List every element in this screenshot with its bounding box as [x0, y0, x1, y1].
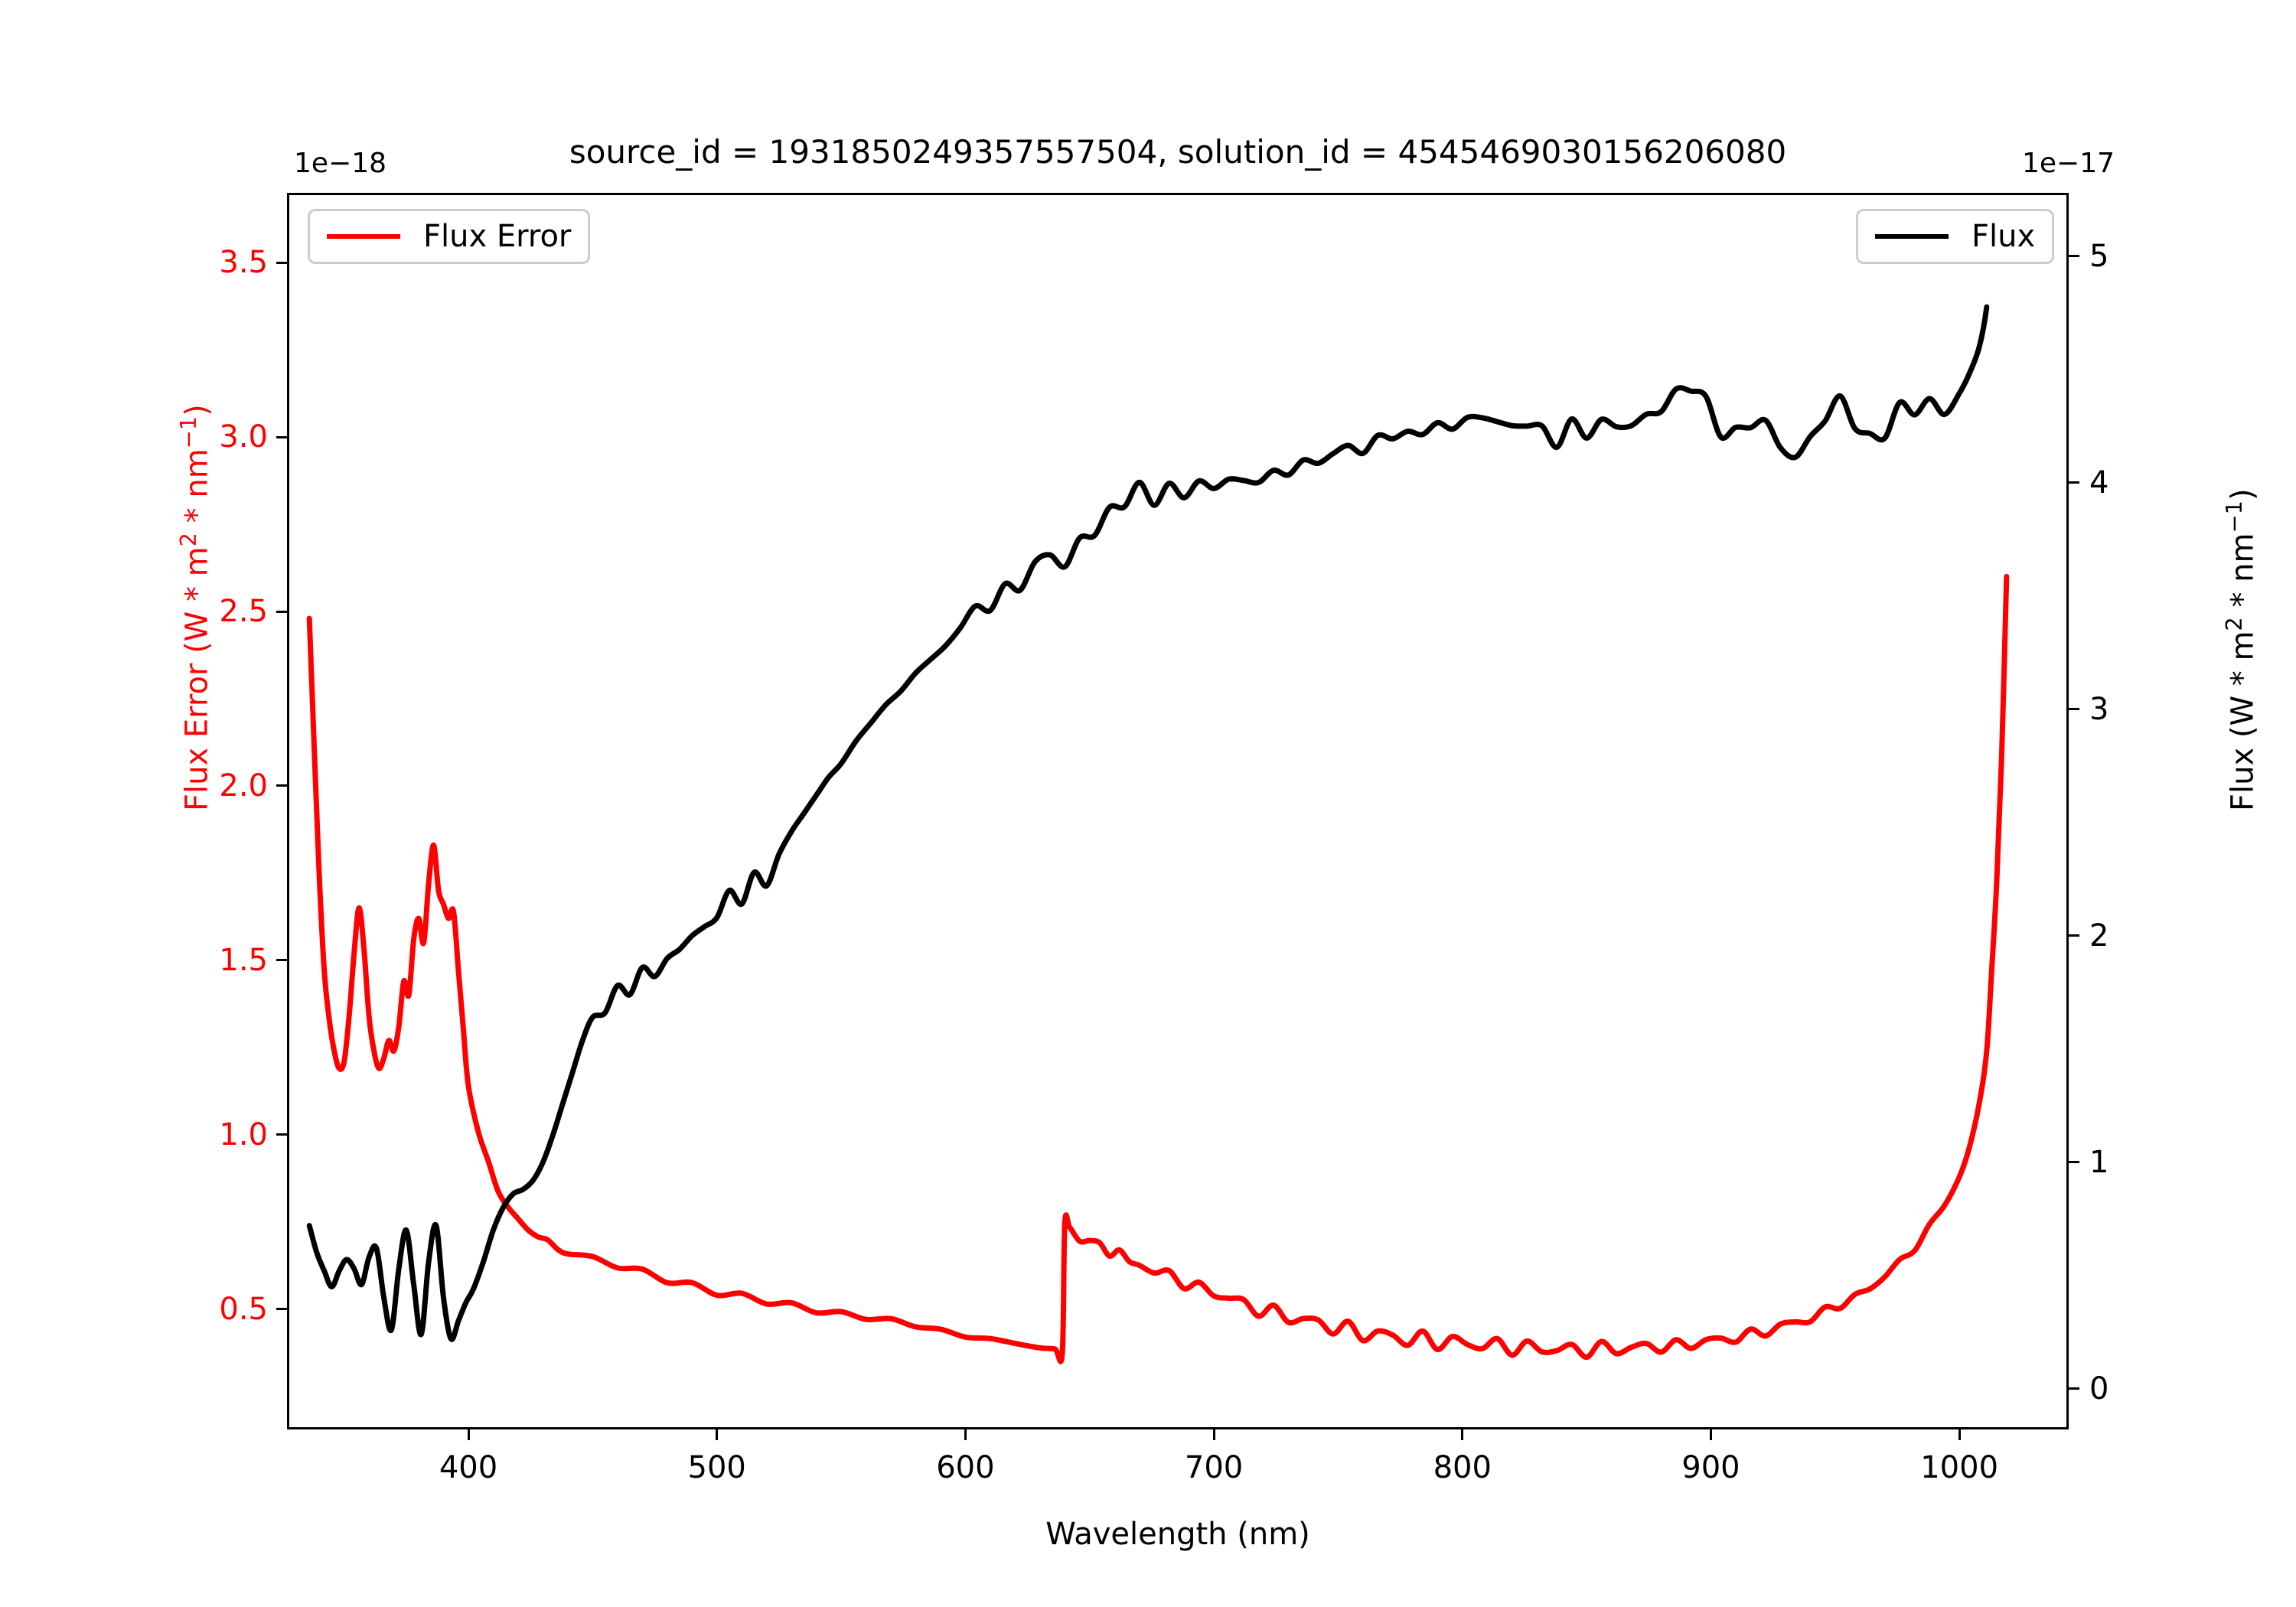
x-tick-label: 600 — [936, 1450, 995, 1485]
right-tick-mark — [2069, 481, 2079, 484]
legend-line-icon-flux — [1875, 234, 1949, 239]
left-tick-mark — [276, 784, 287, 787]
right-axis-label-sup: −1 — [2221, 500, 2247, 533]
right-tick-label: 1 — [2089, 1144, 2109, 1180]
x-tick-label: 400 — [439, 1450, 498, 1485]
right-tick-mark — [2069, 934, 2079, 937]
left-tick-mark — [276, 959, 287, 962]
plot-area — [306, 304, 2010, 1364]
left-tick-label: 3.5 — [219, 245, 268, 281]
left-tick-label: 2.5 — [219, 594, 268, 630]
axes-frame — [287, 193, 2069, 1429]
left-tick-label: 1.0 — [219, 1116, 268, 1152]
x-tick-mark — [716, 1429, 719, 1440]
right-axis-offset-label: 1e−17 — [2022, 148, 2115, 179]
x-tick-mark — [1709, 1429, 1712, 1440]
left-axis-label-prefix: Flux Error (W * m — [179, 546, 215, 811]
right-y-axis-label: Flux (W * m2 * nm−1) — [2221, 488, 2261, 811]
right-tick-label: 5 — [2089, 238, 2109, 274]
x-tick-label: 900 — [1681, 1450, 1740, 1485]
legend-flux[interactable]: Flux — [1856, 209, 2055, 264]
left-tick-label: 1.5 — [219, 942, 268, 978]
right-axis-label-prefix: Flux (W * m — [2225, 631, 2261, 811]
x-axis-label: Wavelength (nm) — [1045, 1517, 1310, 1552]
left-axis-offset-label: 1e−18 — [294, 148, 387, 179]
x-tick-label: 700 — [1184, 1450, 1244, 1485]
left-tick-mark — [276, 1308, 287, 1311]
legend-flux-error[interactable]: Flux Error — [308, 209, 591, 264]
left-axis-label-mid2: * nm — [179, 448, 215, 533]
right-tick-label: 0 — [2089, 1371, 2109, 1407]
left-y-axis-label: Flux Error (W * m2 * nm−1) — [175, 404, 215, 811]
x-tick-mark — [1461, 1429, 1464, 1440]
left-tick-mark — [276, 1133, 287, 1136]
x-tick-mark — [467, 1429, 470, 1440]
right-axis-label-exp: 2 — [2221, 617, 2247, 631]
x-tick-label: 500 — [687, 1450, 746, 1485]
legend-label-flux-error: Flux Error — [423, 219, 572, 254]
left-tick-label: 2.0 — [219, 768, 268, 804]
x-tick-mark — [1212, 1429, 1215, 1440]
x-tick-label: 800 — [1433, 1450, 1492, 1485]
x-tick-mark — [964, 1429, 967, 1440]
left-axis-label-sup: −1 — [175, 416, 201, 449]
series-line-flux-error — [306, 573, 2010, 1364]
left-tick-mark — [276, 261, 287, 264]
x-tick-mark — [1958, 1429, 1961, 1440]
left-axis-label-suffix: ) — [179, 404, 215, 416]
right-axis-label-suffix: ) — [2225, 488, 2261, 501]
right-tick-label: 2 — [2089, 918, 2109, 953]
series-line-flux — [306, 304, 1990, 1342]
legend-line-icon-flux-error — [327, 234, 400, 239]
right-tick-label: 3 — [2089, 691, 2109, 727]
right-axis-label-mid2: * nm — [2225, 533, 2261, 618]
right-tick-label: 4 — [2089, 464, 2109, 500]
page-title: source_id = 1931850249357557504, solutio… — [569, 133, 1787, 171]
left-tick-mark — [276, 610, 287, 613]
right-tick-mark — [2069, 1161, 2079, 1164]
left-tick-mark — [276, 435, 287, 438]
right-tick-mark — [2069, 255, 2079, 258]
left-axis-label-exp: 2 — [175, 533, 201, 547]
legend-label-flux: Flux — [1971, 219, 2036, 254]
left-tick-label: 0.5 — [219, 1291, 268, 1327]
right-tick-mark — [2069, 708, 2079, 711]
x-tick-label: 1000 — [1920, 1450, 1999, 1485]
right-tick-mark — [2069, 1387, 2079, 1390]
left-tick-label: 3.0 — [219, 419, 268, 455]
